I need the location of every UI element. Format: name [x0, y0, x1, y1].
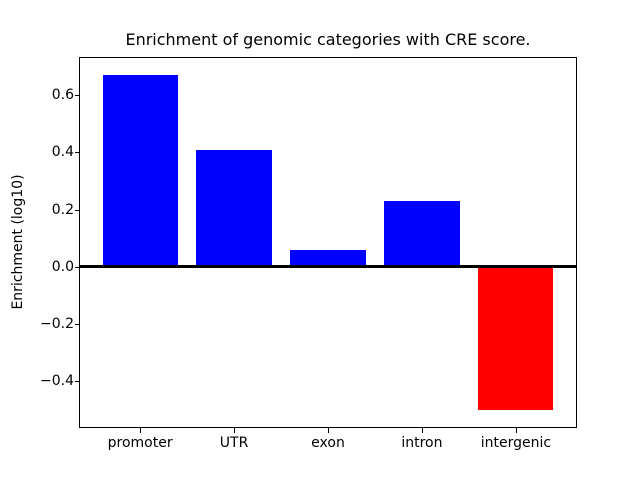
bar-intergenic [478, 266, 554, 410]
xtick-label-intron: intron [401, 435, 443, 451]
bar-promoter [102, 75, 178, 267]
ytick-mark [75, 381, 80, 383]
ytick-mark [75, 209, 80, 211]
xtick-label-promoter: promoter [107, 435, 173, 451]
xtick-mark [234, 428, 236, 433]
xtick-mark [515, 428, 517, 433]
xtick-mark [421, 428, 423, 433]
xtick-label-UTR: UTR [219, 435, 249, 451]
xtick-label-exon: exon [311, 435, 345, 451]
chart-title: Enrichment of genomic categories with CR… [125, 30, 531, 49]
zero-line [80, 265, 576, 269]
ytick-mark [75, 324, 80, 326]
xtick-mark [140, 428, 142, 433]
ytick-label-0.2: 0.2 [51, 201, 74, 218]
plot-area [79, 57, 577, 428]
ytick-label-0.4: 0.4 [51, 144, 74, 161]
ytick-label-0.0: 0.0 [51, 258, 74, 275]
ytick-mark [75, 152, 80, 154]
bar-UTR [196, 149, 272, 267]
ytick-label-−0.2: −0.2 [40, 316, 74, 333]
xtick-label-intergenic: intergenic [480, 435, 552, 451]
y-axis-label: Enrichment (log10) [10, 174, 26, 310]
ytick-label-−0.4: −0.4 [40, 373, 74, 390]
ytick-label-0.6: 0.6 [51, 87, 74, 104]
xtick-mark [328, 428, 329, 433]
bar-exon [290, 249, 366, 267]
ytick-mark [75, 95, 80, 97]
ytick-mark [75, 266, 80, 268]
bar-intron [384, 201, 460, 267]
